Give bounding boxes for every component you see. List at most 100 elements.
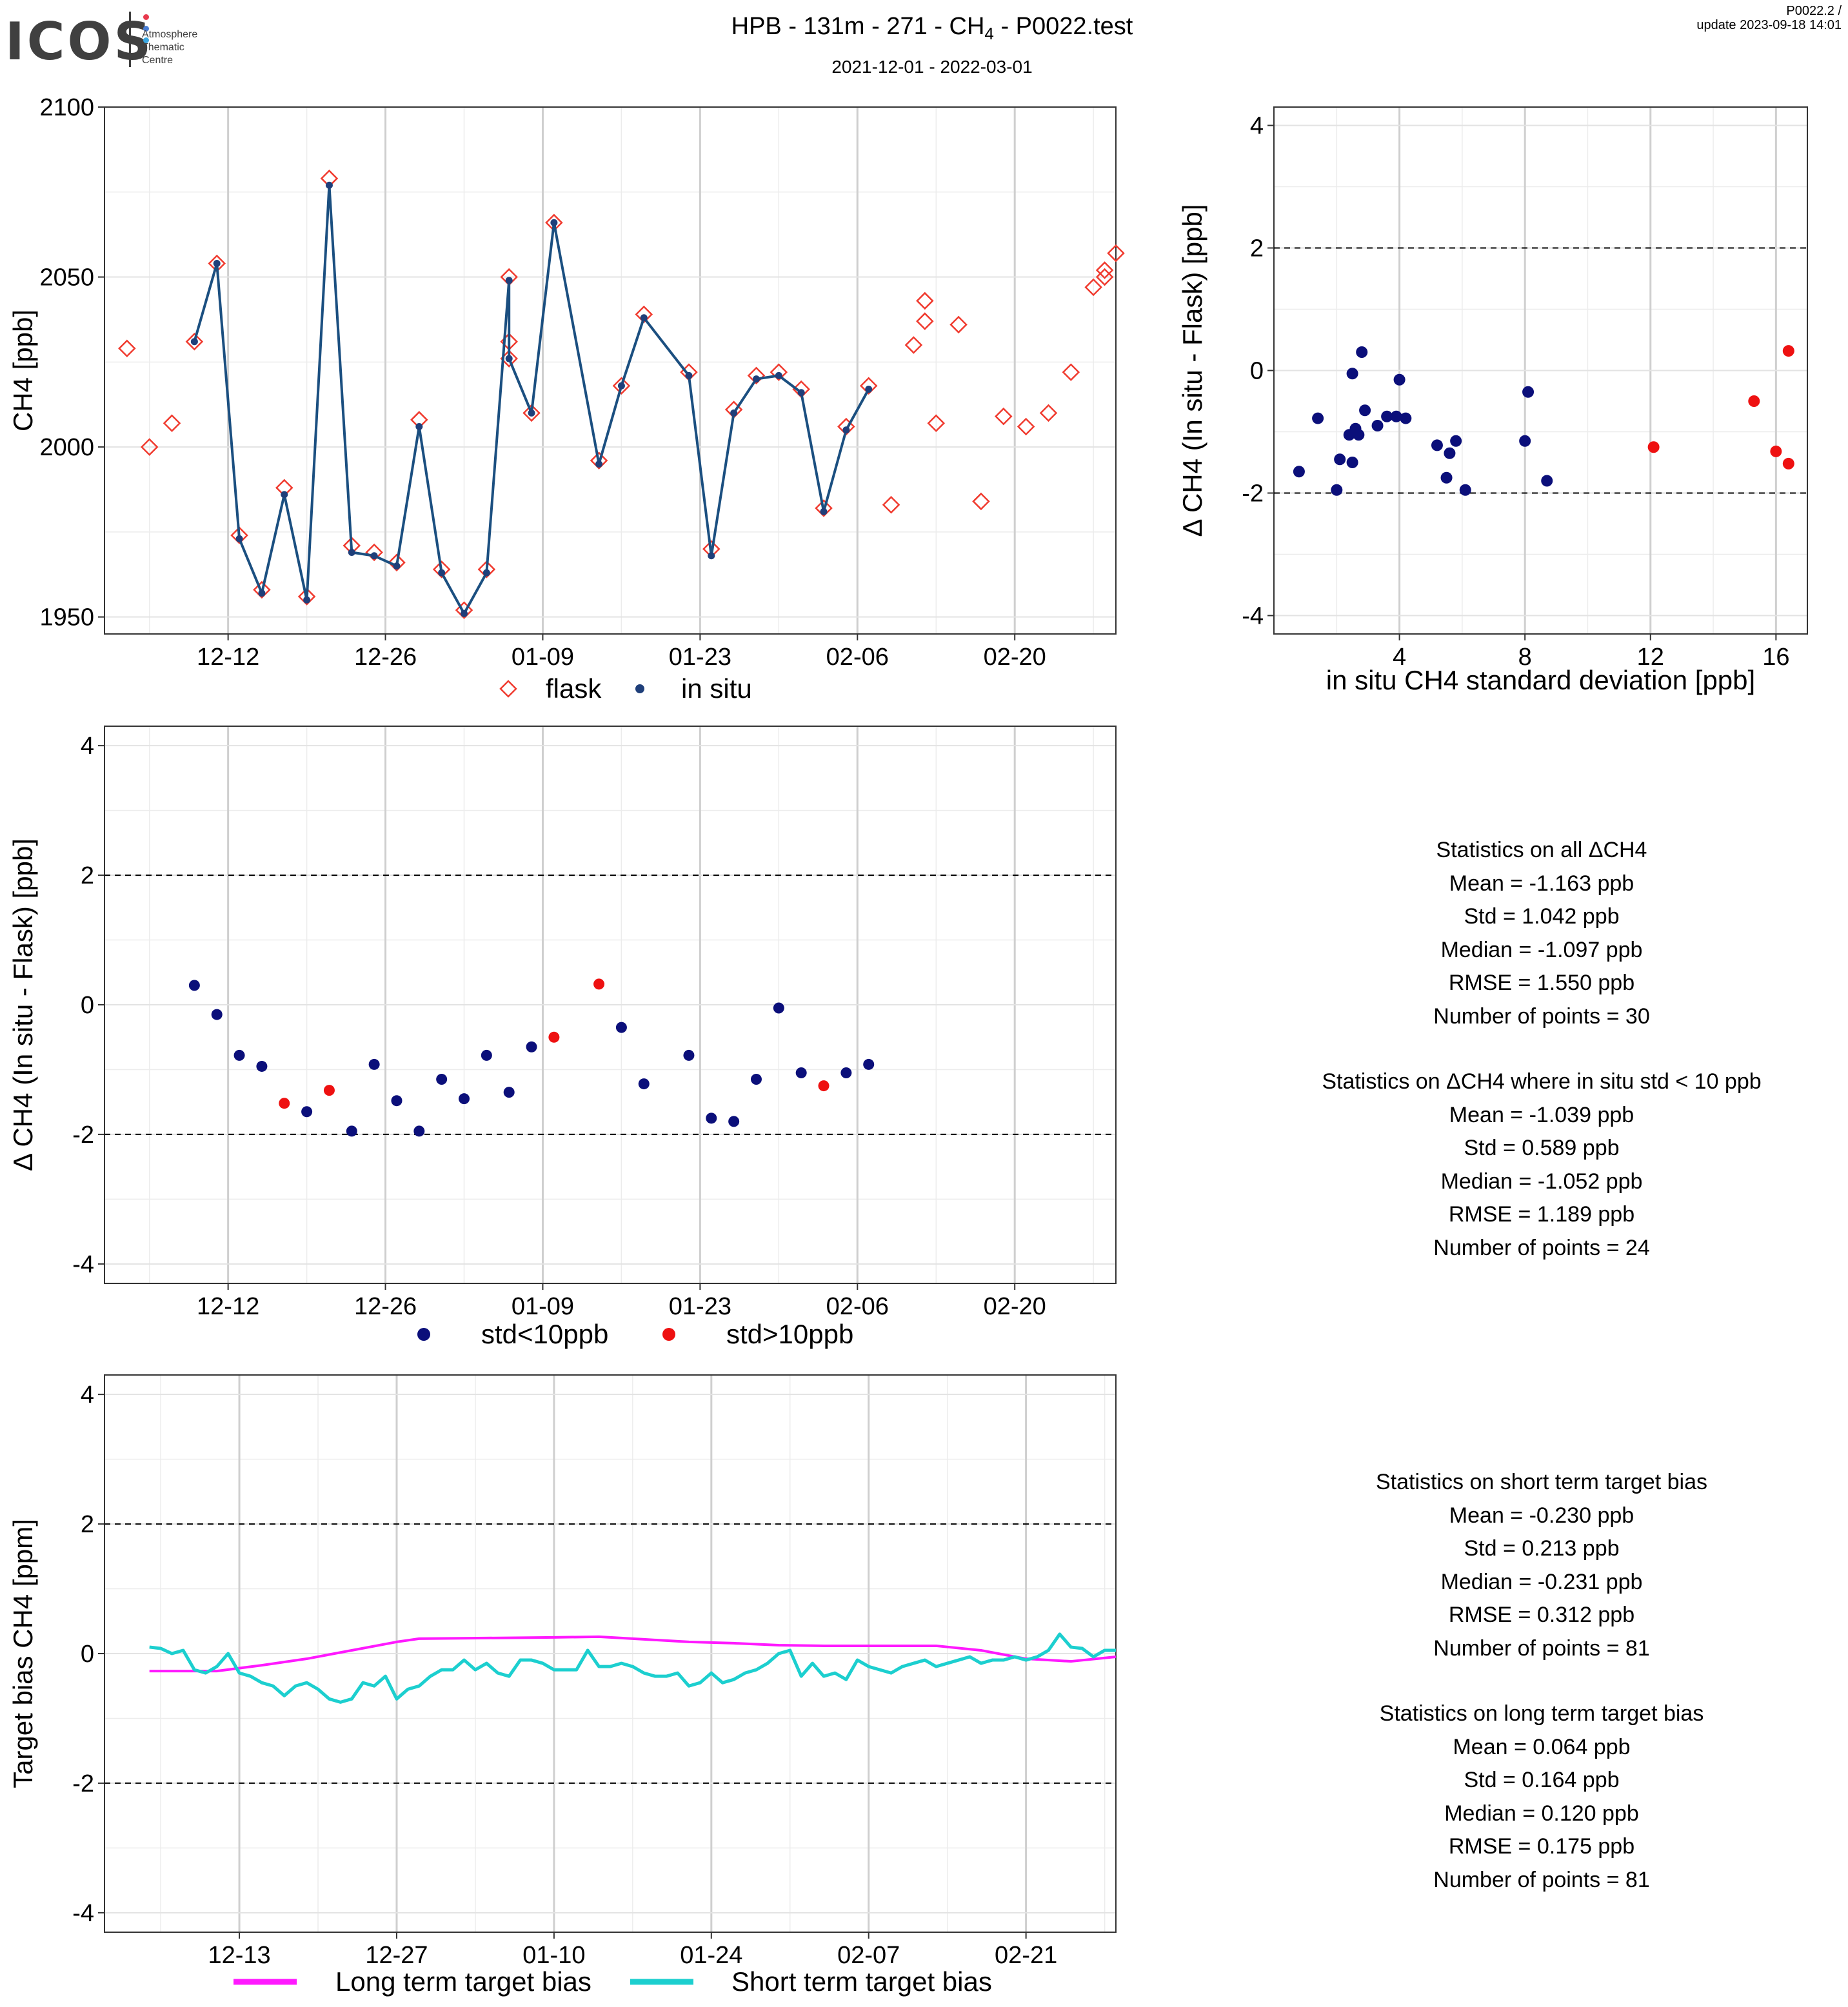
high-std-point [593, 978, 605, 990]
low-std-point [1381, 410, 1393, 422]
low-std-point [233, 1049, 245, 1061]
low-std-point [706, 1112, 717, 1124]
legend-key-low-std [417, 1328, 430, 1341]
flask-point [949, 315, 968, 334]
flask-point [747, 366, 766, 385]
insitu-point [461, 609, 468, 617]
stats-low-std-npoints: Number of points = 24 [1433, 1235, 1650, 1260]
title-part-1: HPB - 131m - 271 - CH [731, 13, 985, 40]
version-info: P0022.2 / update 2023-09-18 14:01 [1696, 4, 1842, 32]
flask-point [365, 543, 383, 562]
flask-point [1107, 244, 1125, 262]
stats-all-rmse: RMSE = 1.550 ppb [1448, 971, 1635, 995]
low-std-point [773, 1002, 784, 1014]
insitu-series [190, 181, 873, 617]
flask-point [297, 588, 316, 606]
x-tick-label: 01-09 [512, 644, 574, 671]
insitu-point [258, 589, 266, 597]
low-std-point [1312, 412, 1324, 424]
flask-point [904, 336, 923, 354]
y-tick-label: 1950 [39, 604, 94, 631]
insitu-point [281, 491, 288, 499]
flask-point [927, 414, 946, 432]
y-tick-label: 2000 [39, 434, 94, 461]
grid [104, 1375, 1116, 1932]
low-std-point [1393, 373, 1406, 386]
low-std-point [1334, 453, 1346, 466]
plot-border [104, 106, 1117, 635]
y-tick-label: 4 [81, 1381, 94, 1409]
low-std-point [211, 1009, 223, 1020]
x-tick-label: 02-20 [984, 1293, 1046, 1320]
y-axis-title: Δ CH4 (In situ - Flask) [ppb] [8, 838, 38, 1171]
legend-label-high-std: std>10ppb [726, 1319, 853, 1349]
high-std-series [1647, 345, 1794, 470]
low-std-point [391, 1095, 402, 1107]
grid [104, 726, 1116, 1283]
low-std-point [795, 1067, 807, 1078]
target-bias-chart: 12-13 12-27 01-10 01-24 02-07 02-21 -4 -2 0 2 4 Tar… [8, 1374, 1117, 1997]
legend-key-insitu [635, 684, 644, 693]
insitu-point [730, 409, 738, 417]
stats-low-std-rmse: RMSE = 1.189 ppb [1448, 1202, 1635, 1227]
flask-point [1017, 417, 1035, 436]
flask-point [432, 560, 451, 578]
low-std-point [1390, 410, 1402, 422]
stats-all-mean: Mean = -1.163 ppb [1449, 871, 1634, 896]
low-std-point [1371, 420, 1384, 431]
x-axis-title: in situ CH4 standard deviation [ppb] [1326, 665, 1755, 695]
y-tick-label: 4 [81, 733, 94, 760]
low-std-point [1444, 447, 1456, 459]
high-std-point [1782, 345, 1794, 357]
x-tick-label: 02-20 [984, 644, 1046, 671]
flask-point [635, 305, 653, 324]
insitu-point [820, 508, 828, 515]
x-tick-label: 01-09 [512, 1293, 574, 1320]
x-tick-label: 02-07 [837, 1942, 900, 1969]
low-std-point [1522, 386, 1535, 398]
delta-timeseries-chart: 12-12 12-26 01-09 01-23 02-06 02-20 -4 -2 0 2 4 Δ C… [8, 726, 1117, 1349]
insitu-point [797, 389, 805, 397]
x-tick-label: 12-26 [354, 644, 417, 671]
high-std-point [548, 1031, 560, 1043]
y-tick-label: 0 [81, 1641, 94, 1668]
x-tick-label: 12-27 [365, 1942, 428, 1969]
low-std-point [346, 1125, 357, 1137]
version-line-2: update 2023-09-18 14:01 [1696, 18, 1842, 32]
low-std-point [413, 1125, 425, 1137]
high-std-point [1782, 457, 1794, 470]
flask-point [916, 312, 934, 330]
y-tick-label: -4 [72, 1251, 94, 1278]
legend-label-long-term: Long term target bias [335, 1966, 591, 1997]
x-tick-label: 02-06 [826, 644, 889, 671]
insitu-point [235, 535, 243, 542]
x-tick-label: 12-12 [197, 644, 259, 671]
x-tick-label: 12-12 [197, 1293, 259, 1320]
logo-subtext: Atmosphere Thematic Centre [142, 29, 198, 66]
low-std-point [1400, 412, 1412, 424]
high-std-point [818, 1080, 830, 1092]
version-line-1: P0022.2 / [1786, 4, 1842, 18]
legend-label-short-term: Short term target bias [731, 1966, 992, 1997]
low-std-point [1519, 435, 1531, 447]
flask-point [522, 404, 541, 422]
flask-point [455, 601, 473, 619]
flask-point [185, 332, 204, 351]
flask-point [1084, 278, 1102, 297]
stats-short-median: Median = -0.231 ppb [1440, 1569, 1643, 1594]
flask-point [477, 560, 496, 578]
flask-point [253, 580, 271, 599]
insitu-point [393, 562, 401, 570]
stats-long-title: Statistics on long term target bias [1379, 1701, 1704, 1726]
stats-low-std-median: Median = -1.052 ppb [1440, 1169, 1643, 1194]
high-std-series [279, 978, 830, 1109]
flask-point [230, 526, 248, 544]
y-tick-label: 2 [1250, 235, 1264, 262]
flask-point [118, 339, 136, 358]
insitu-point [190, 338, 198, 346]
low-std-point [301, 1106, 313, 1118]
low-std-point [459, 1093, 470, 1105]
stats-delta-panel: Statistics on all ΔCH4 Mean = -1.163 ppb… [1219, 834, 1848, 1265]
flask-point [499, 680, 517, 698]
stats-target-panel: Statistics on short term target bias Mea… [1219, 1466, 1848, 1897]
